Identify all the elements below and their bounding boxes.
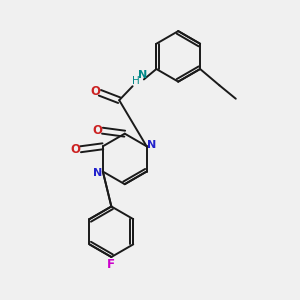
Text: O: O xyxy=(70,143,80,156)
Text: O: O xyxy=(92,124,102,137)
Text: O: O xyxy=(90,85,100,98)
Text: N: N xyxy=(138,70,148,80)
Text: H: H xyxy=(132,76,140,86)
Text: N: N xyxy=(93,168,102,178)
Text: N: N xyxy=(147,140,157,150)
Text: F: F xyxy=(107,258,116,271)
